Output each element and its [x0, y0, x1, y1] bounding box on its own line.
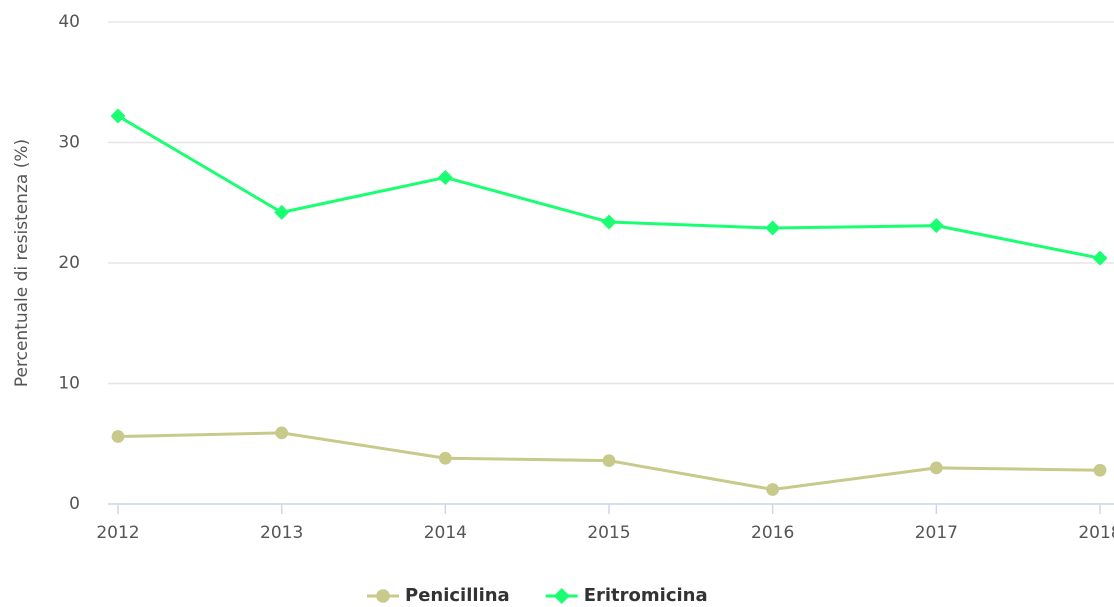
- legend-label: Penicillina: [405, 585, 510, 606]
- data-point: [928, 218, 944, 234]
- data-point: [1093, 463, 1107, 477]
- x-tick-label: 2017: [915, 523, 958, 543]
- x-tick-label: 2014: [424, 523, 467, 543]
- y-tick-label: 20: [58, 253, 80, 273]
- data-point: [601, 214, 617, 230]
- data-point: [602, 454, 616, 467]
- y-tick-label: 0: [69, 494, 80, 514]
- x-tick-label: 2013: [260, 523, 303, 543]
- x-tick-label: 2015: [587, 523, 630, 543]
- data-point: [929, 461, 943, 475]
- data-point: [274, 204, 290, 220]
- y-tick-label: 40: [58, 12, 80, 32]
- x-tick-label: 2018: [1078, 523, 1114, 543]
- legend-label: Eritromicina: [584, 585, 708, 606]
- data-point: [111, 430, 125, 443]
- data-point: [437, 169, 453, 185]
- y-tick-label: 30: [58, 133, 80, 153]
- data-point: [1092, 250, 1108, 266]
- series-line: [117, 114, 1101, 260]
- data-point: [438, 451, 452, 465]
- x-tick-label: 2016: [751, 523, 794, 543]
- data-point: [110, 108, 126, 124]
- x-tick-label: 2012: [96, 523, 139, 543]
- data-point: [275, 426, 289, 440]
- y-tick-label: 10: [58, 374, 80, 394]
- legend-swatch-marker: [553, 588, 570, 604]
- legend-swatch-marker: [376, 589, 390, 603]
- data-point: [766, 483, 780, 496]
- data-point: [765, 220, 781, 236]
- y-axis-label: Percentuale di resistenza (%): [12, 139, 32, 387]
